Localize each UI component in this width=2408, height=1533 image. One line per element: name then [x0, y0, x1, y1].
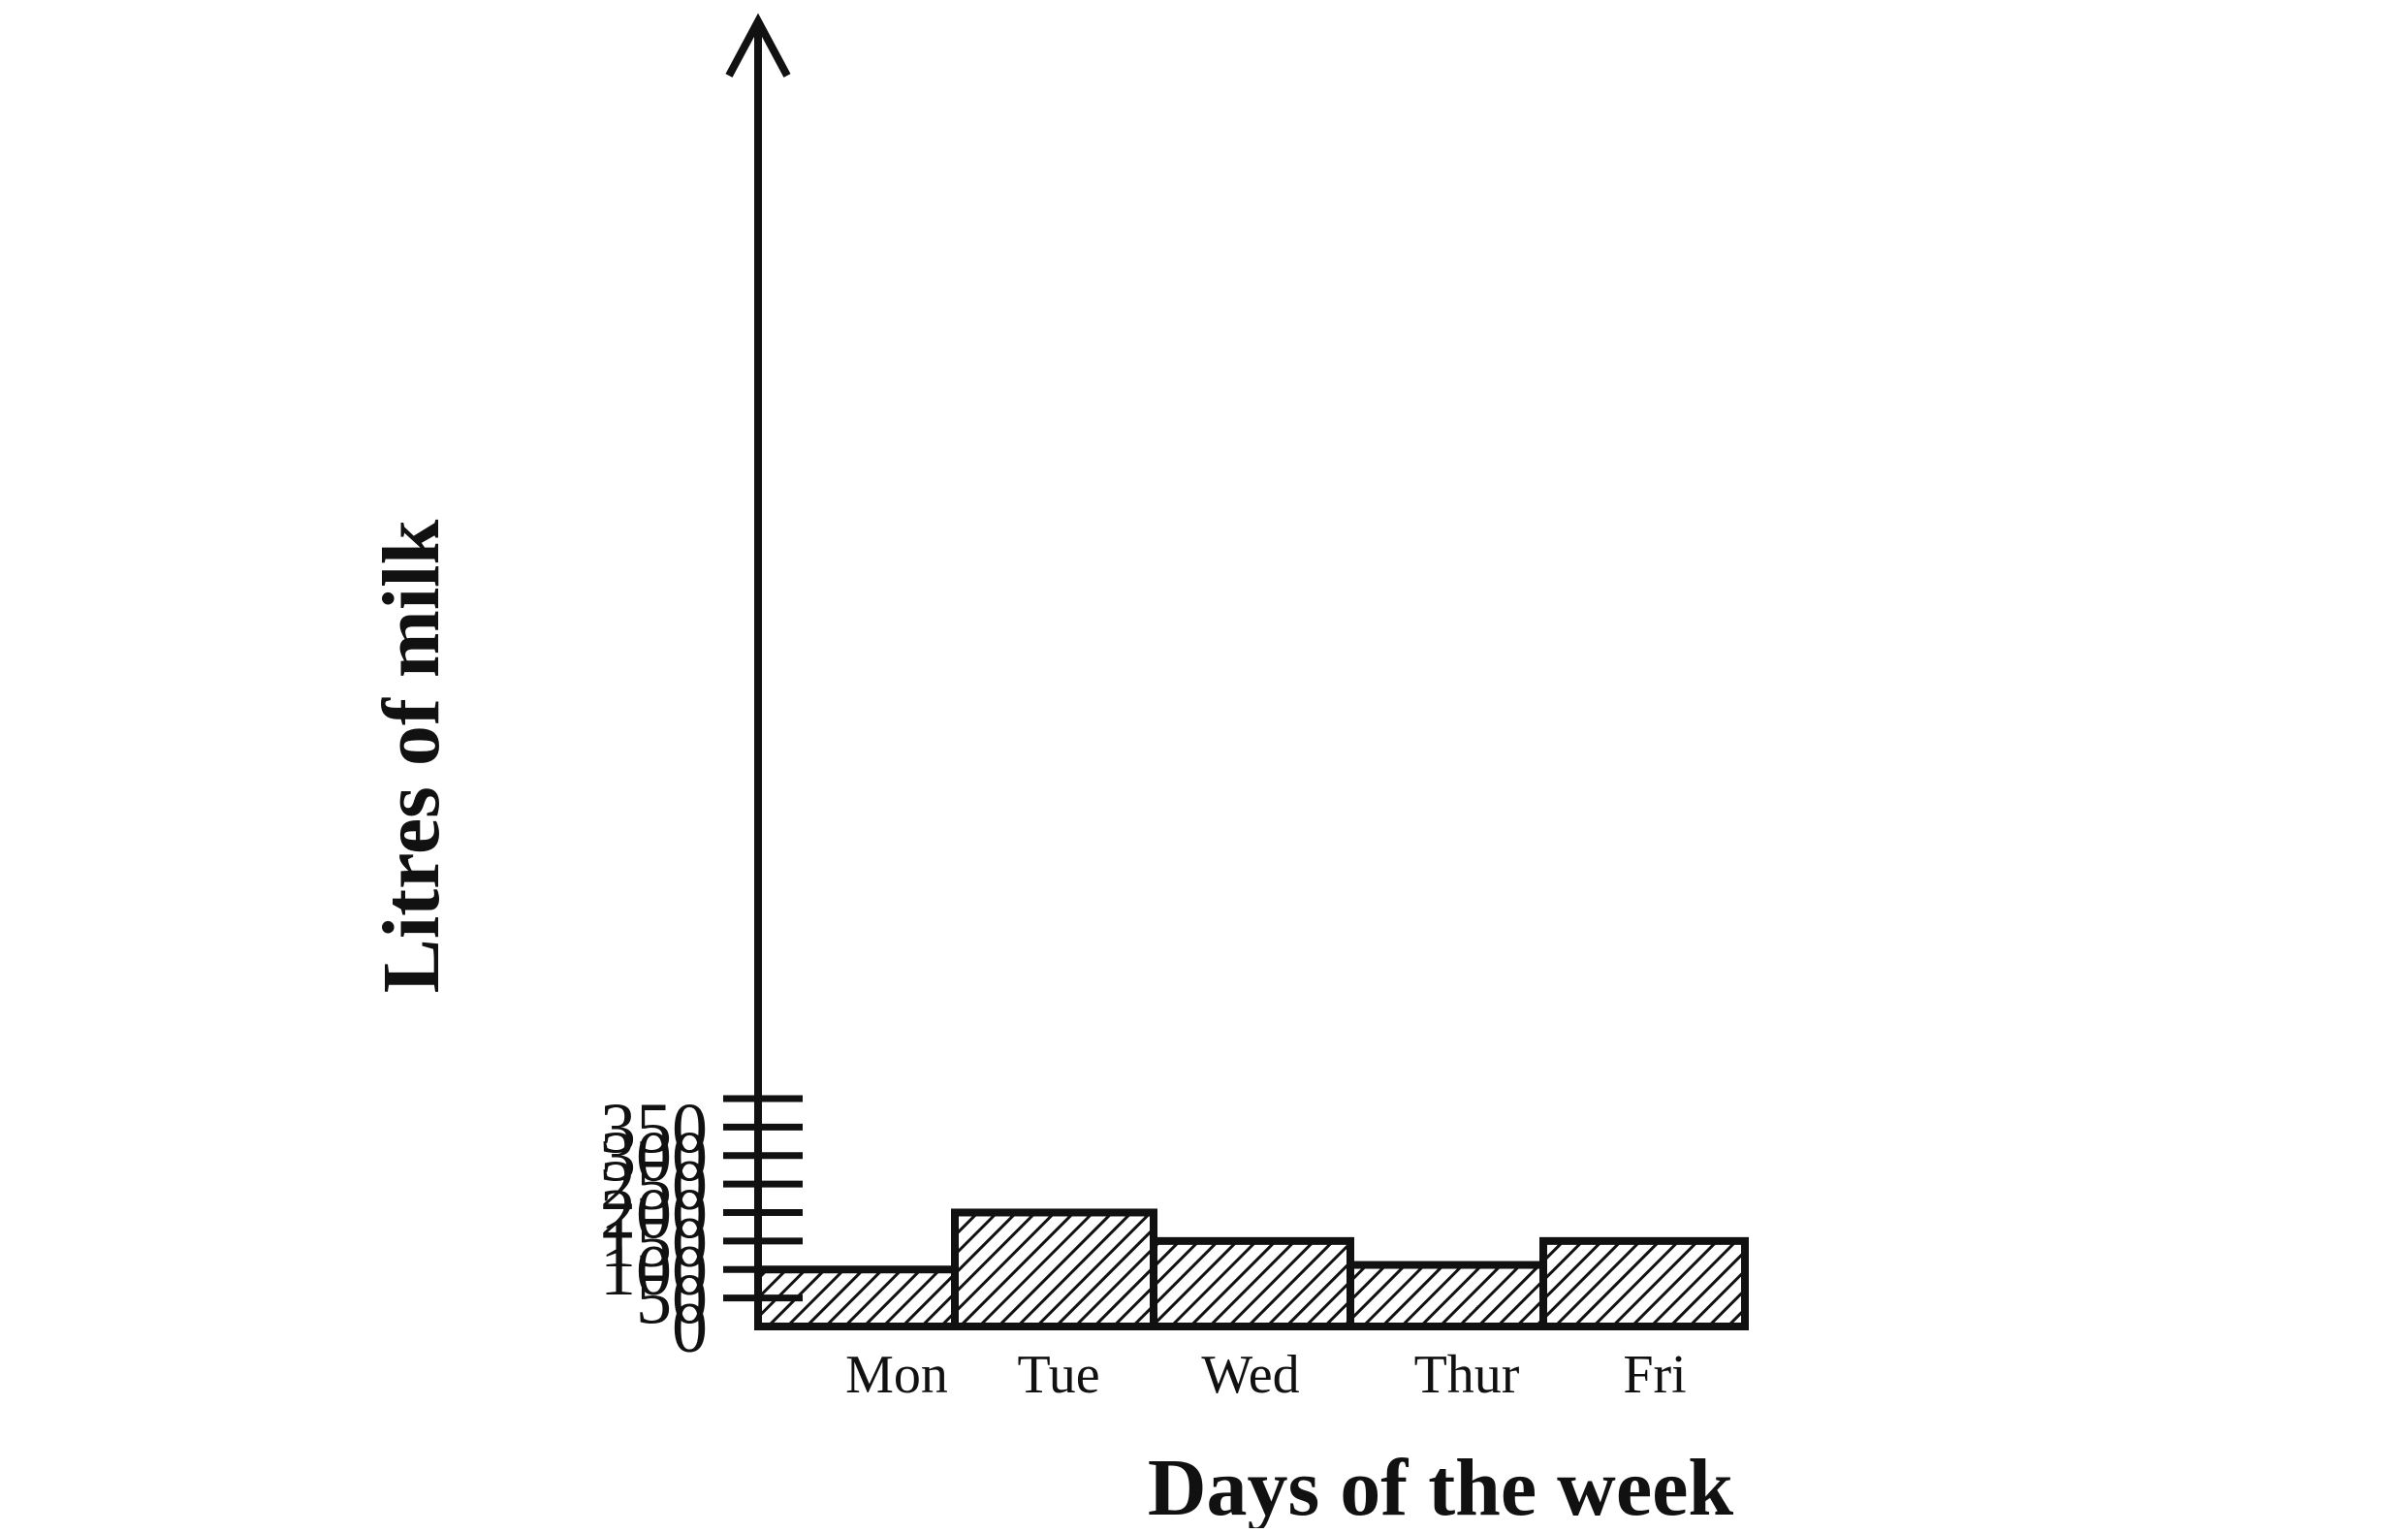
y-tick-label-0: 0 [672, 1289, 708, 1368]
y-tick-label-100: 100 [600, 1231, 708, 1311]
y-tick-label-150: 150 [600, 1203, 708, 1283]
x-axis-title: Days of the week [1148, 1443, 1734, 1528]
x-tick-label-wed: Wed [1201, 1345, 1299, 1405]
axes-layer [723, 13, 1749, 1330]
bar-wed [1150, 1236, 1354, 1330]
bar-fri [1539, 1236, 1749, 1330]
bar-tue [951, 1208, 1157, 1330]
y-tick-label-250: 250 [600, 1146, 708, 1226]
y-tick-label-200: 200 [600, 1174, 708, 1254]
x-tick-label-mon: Mon [845, 1345, 948, 1405]
y-axis-arrow-icon [725, 13, 791, 78]
x-tick-label-tue: Tue [1017, 1345, 1099, 1405]
y-tick-label-350: 350 [600, 1089, 708, 1168]
y-tick-label-50: 50 [636, 1261, 708, 1340]
bar-thur [1347, 1261, 1547, 1330]
bars-layer [754, 1208, 1749, 1330]
x-tick-label-fri: Fri [1623, 1345, 1686, 1405]
x-tick-label-thur: Thur [1414, 1345, 1520, 1405]
y-axis-title: Litres of milk [366, 520, 457, 994]
y-tick-label-300: 300 [600, 1118, 708, 1198]
